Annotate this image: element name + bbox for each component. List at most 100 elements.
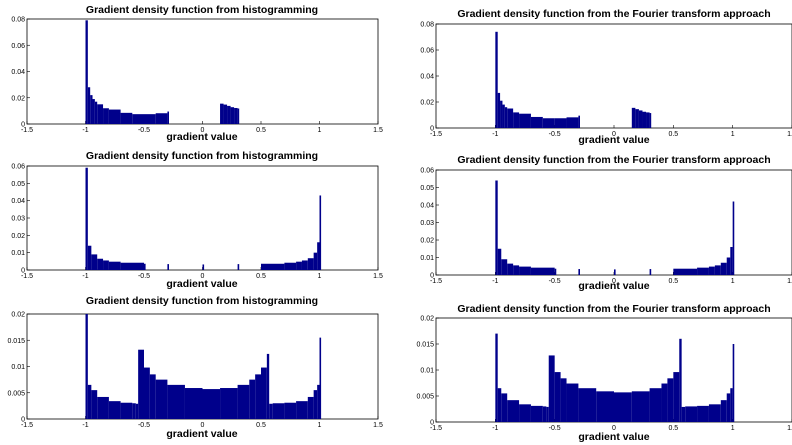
bar [578, 388, 597, 422]
bar [507, 263, 514, 275]
bar [108, 109, 121, 124]
bar [519, 113, 531, 128]
bar [566, 117, 579, 128]
bar [91, 390, 98, 419]
y-tick-label: 0.05 [420, 185, 434, 192]
bar [497, 92, 501, 128]
x-tick-label: 1.5 [373, 127, 383, 134]
bar [92, 99, 95, 124]
bar [501, 259, 508, 275]
bar [566, 383, 579, 422]
bar [237, 384, 250, 419]
bar [220, 103, 224, 124]
bar [97, 104, 104, 124]
bar [554, 268, 557, 275]
bar [149, 374, 156, 419]
chart-title: Gradient density function from histogram… [86, 4, 318, 16]
bar [97, 258, 104, 270]
panel-middle-left: Gradient density function from histogram… [11, 150, 383, 290]
y-tick-label: 0.02 [420, 316, 434, 323]
x-tick-label: 1 [318, 422, 322, 429]
bar [726, 393, 731, 422]
x-tick-label: 0.5 [668, 425, 678, 432]
bar [497, 388, 502, 422]
bar [507, 108, 514, 128]
x-tick-label: -1 [492, 278, 498, 285]
x-tick-label: 0.5 [256, 127, 266, 134]
x-tick-label: 1 [731, 131, 735, 138]
x-tick-label: -1 [82, 127, 88, 134]
bar [646, 112, 650, 128]
bar [697, 405, 709, 422]
x-tick-label: 0 [201, 422, 205, 429]
bar [501, 393, 508, 422]
bar [596, 391, 614, 422]
bar [90, 95, 93, 124]
bar [155, 113, 168, 124]
bar [530, 267, 555, 275]
bar [120, 402, 133, 419]
bar [284, 262, 297, 270]
bar [720, 400, 727, 422]
x-tick-label: -1 [82, 422, 88, 429]
bar [85, 314, 88, 419]
bar [202, 389, 221, 419]
x-axis-label: gradient value [166, 428, 237, 440]
bar [546, 406, 549, 422]
bar [87, 87, 91, 124]
bar [108, 261, 121, 270]
y-tick-label: 0.005 [416, 394, 434, 401]
y-tick-label: 0.04 [420, 74, 434, 81]
x-tick-label: -0.5 [549, 278, 561, 285]
bar [307, 396, 314, 419]
bar [317, 384, 320, 419]
y-tick-label: 0.02 [420, 100, 434, 107]
y-tick-label: 0.03 [420, 220, 434, 227]
x-tick-label: 1 [318, 127, 322, 134]
y-tick-label: 0.03 [11, 216, 25, 223]
x-axis-label: gradient value [578, 431, 649, 443]
x-tick-label: 0 [612, 278, 616, 285]
x-tick-label: -1.5 [430, 278, 442, 285]
panel-top-left: Gradient density function from histogram… [11, 4, 383, 143]
x-tick-label: 0.5 [668, 278, 678, 285]
bar [144, 263, 146, 270]
x-tick-label: 1.5 [787, 425, 792, 432]
bar [720, 262, 727, 275]
bar [255, 374, 261, 419]
y-tick-label: 0 [430, 273, 434, 280]
x-tick-label: -0.5 [549, 131, 561, 138]
bar [167, 111, 169, 124]
x-tick-label: 1.5 [373, 422, 383, 429]
bar [649, 269, 652, 275]
bar [120, 112, 133, 124]
bar [319, 337, 322, 419]
panel-bottom-right: Gradient density function from the Fouri… [416, 303, 792, 443]
bar [730, 247, 733, 275]
bar [530, 405, 543, 422]
bar [85, 20, 88, 124]
bar [519, 266, 531, 275]
bar [578, 269, 580, 275]
y-tick-label: 0.04 [11, 69, 25, 76]
bar [272, 403, 285, 419]
y-tick-label: 0.015 [416, 342, 434, 349]
bar [554, 372, 561, 422]
y-tick-label: 0 [21, 268, 25, 275]
y-tick-label: 0.015 [7, 338, 25, 345]
x-tick-label: 0 [612, 425, 616, 432]
bar [94, 101, 98, 124]
bar [673, 372, 680, 422]
bar [513, 265, 520, 275]
x-tick-label: 0 [201, 273, 205, 280]
bar [296, 401, 308, 419]
panel-bottom-left: Gradient density function from histogram… [7, 295, 383, 440]
bar [649, 388, 662, 422]
x-tick-label: 1 [318, 273, 322, 280]
bar [234, 107, 238, 124]
y-tick-label: 0 [430, 420, 434, 427]
bar [319, 195, 322, 270]
bar [495, 180, 498, 275]
bar [504, 107, 508, 128]
bar [542, 118, 555, 128]
